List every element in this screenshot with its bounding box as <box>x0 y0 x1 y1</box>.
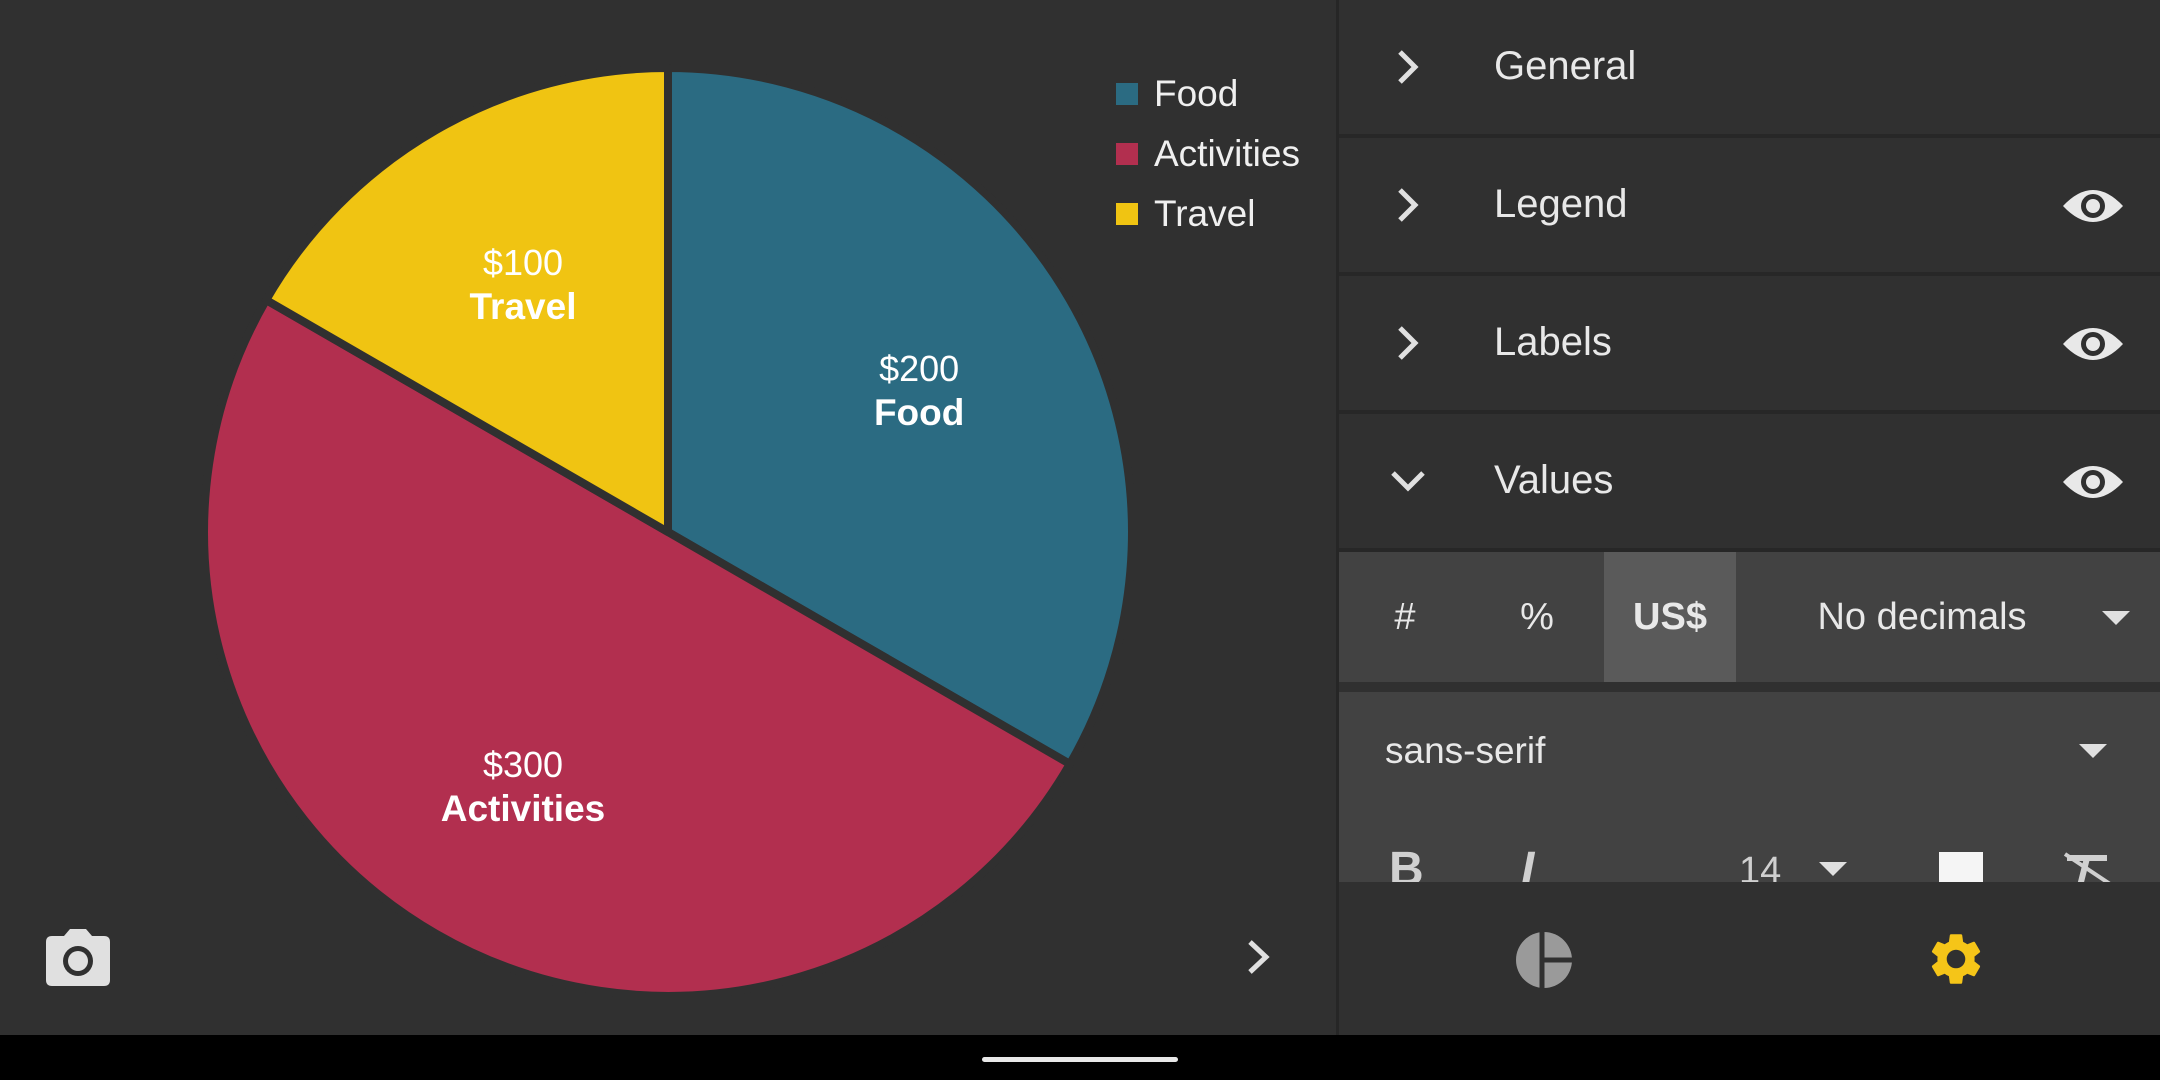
eye-icon[interactable] <box>2061 182 2125 230</box>
chevron-right-icon <box>1248 940 1270 974</box>
section-title-values: Values <box>1494 458 1614 502</box>
expand-chart-button[interactable] <box>1238 936 1280 978</box>
decimals-dropdown[interactable]: No decimals <box>1762 552 2160 682</box>
section-title-labels: Labels <box>1494 320 1612 364</box>
chevron-right-icon <box>1398 50 1419 84</box>
font-settings-panel: sans-serif B I 14 <box>1339 692 2160 882</box>
pie-slice-travel[interactable] <box>262 64 672 536</box>
bold-button[interactable]: B <box>1389 843 1424 882</box>
section-legend[interactable]: Legend <box>1339 138 2160 276</box>
legend-swatch-activities <box>1116 143 1138 165</box>
decimals-value: No decimals <box>1817 596 2027 638</box>
settings-pane: General Legend Labels <box>1339 0 2160 1035</box>
bottom-navigation <box>1339 882 2160 1035</box>
section-title-general: General <box>1494 44 1637 88</box>
chevron-right-icon <box>1398 326 1419 360</box>
screenshot-button[interactable] <box>44 928 112 988</box>
pie-chart-icon[interactable] <box>1514 930 1574 990</box>
legend-label-activities: Activities <box>1154 133 1300 174</box>
gear-icon[interactable] <box>1925 928 1987 990</box>
legend-swatch-travel <box>1116 203 1138 225</box>
font-family-value: sans-serif <box>1385 730 1546 771</box>
chevron-down-icon <box>1391 471 1425 492</box>
legend-item-travel: Travel <box>1116 184 1300 244</box>
slice-name-label-activities: Activities <box>441 788 606 829</box>
font-family-dropdown[interactable]: sans-serif <box>1339 692 2160 812</box>
format-percent-button[interactable]: % <box>1520 595 1554 638</box>
legend-item-activities: Activities <box>1116 124 1300 184</box>
legend-item-food: Food <box>1116 64 1300 124</box>
section-values[interactable]: Values <box>1339 414 2160 552</box>
legend-label-travel: Travel <box>1154 193 1256 234</box>
dropdown-arrow-icon <box>2102 611 2130 625</box>
pie-slice-activities[interactable] <box>200 296 1074 1000</box>
format-number-button[interactable]: # <box>1394 595 1416 638</box>
chart-pane: $200 Food $300 Activities $100 Travel Food Ac… <box>44 64 1300 1000</box>
format-currency-button[interactable]: US$ <box>1604 552 1736 682</box>
app-window: $200 Food $300 Activities $100 Travel Food Ac… <box>0 0 2160 1035</box>
section-general[interactable]: General <box>1339 0 2160 138</box>
pie-slice-food[interactable] <box>664 64 1136 768</box>
clear-format-icon[interactable] <box>2061 850 2117 882</box>
value-format-row: # % US$ No decimals <box>1339 552 2160 682</box>
camera-icon <box>46 929 110 986</box>
slice-value-label-travel: $100 <box>483 242 563 283</box>
home-indicator[interactable] <box>982 1057 1178 1062</box>
slice-name-label-travel: Travel <box>470 286 577 327</box>
legend-swatch-food <box>1116 83 1138 105</box>
legend-label-food: Food <box>1154 73 1239 114</box>
section-title-legend: Legend <box>1494 182 1628 226</box>
slice-value-label-food: $200 <box>879 348 959 389</box>
slice-name-label-food: Food <box>874 392 964 433</box>
chevron-right-icon <box>1398 188 1419 222</box>
slice-value-label-activities: $300 <box>483 744 563 785</box>
pane-divider <box>1336 0 1339 1035</box>
dropdown-arrow-icon <box>2079 744 2107 758</box>
eye-icon[interactable] <box>2061 458 2125 506</box>
font-size-dropdown[interactable]: 14 <box>1739 842 1859 882</box>
font-size-value: 14 <box>1739 850 1782 882</box>
section-labels[interactable]: Labels <box>1339 276 2160 414</box>
italic-button[interactable]: I <box>1521 843 1535 882</box>
font-color-button[interactable] <box>1939 852 1983 882</box>
dropdown-arrow-icon <box>1819 862 1847 876</box>
chart-legend: Food Activities Travel <box>1116 64 1300 244</box>
eye-icon[interactable] <box>2061 320 2125 368</box>
